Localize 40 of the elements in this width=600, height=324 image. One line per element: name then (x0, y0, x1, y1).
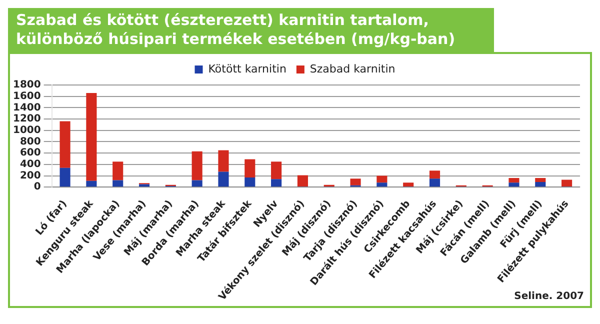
bar (535, 178, 546, 182)
y-tick-label: 1000 (12, 124, 41, 136)
y-tick-label: 1400 (12, 102, 41, 114)
y-tick-label: 1600 (12, 90, 41, 102)
bar (60, 168, 70, 187)
bar (271, 179, 282, 187)
legend-label: Kötött karnitin (208, 62, 286, 76)
bar (244, 177, 256, 187)
bar (429, 170, 440, 179)
bar (86, 92, 97, 181)
bar (562, 180, 572, 187)
y-tick-label: 800 (20, 136, 41, 148)
bar (112, 162, 124, 180)
bar (376, 182, 388, 187)
bar (192, 180, 202, 187)
y-tick-label: 400 (20, 159, 41, 170)
y-tick-label: 0 (34, 182, 41, 193)
text: Seline. 2007 (514, 291, 584, 302)
legend-label: Szabad karnitin (310, 62, 396, 76)
bar (218, 150, 229, 172)
y-tick-label: 200 (20, 170, 41, 182)
bar (218, 172, 229, 187)
y-tick-label: 1200 (12, 114, 41, 125)
bar (86, 180, 97, 187)
y-tick-label: 600 (20, 148, 41, 159)
bar (429, 178, 440, 187)
y-tick-label: 1800 (12, 80, 41, 91)
bar (271, 162, 282, 180)
bar (112, 180, 124, 187)
chart-title: Szabad és kötött (észterezett) karnitin tartalom, különböző húsipari termékek esetében (mg/kg-ban) (8, 8, 494, 52)
bar (297, 175, 308, 187)
bar (376, 176, 388, 183)
bar (508, 178, 520, 183)
bar (192, 151, 202, 180)
bar (403, 182, 414, 187)
bar (244, 159, 256, 178)
bar (350, 178, 361, 186)
bar (60, 121, 70, 168)
bar (508, 182, 520, 187)
bar (535, 182, 546, 187)
